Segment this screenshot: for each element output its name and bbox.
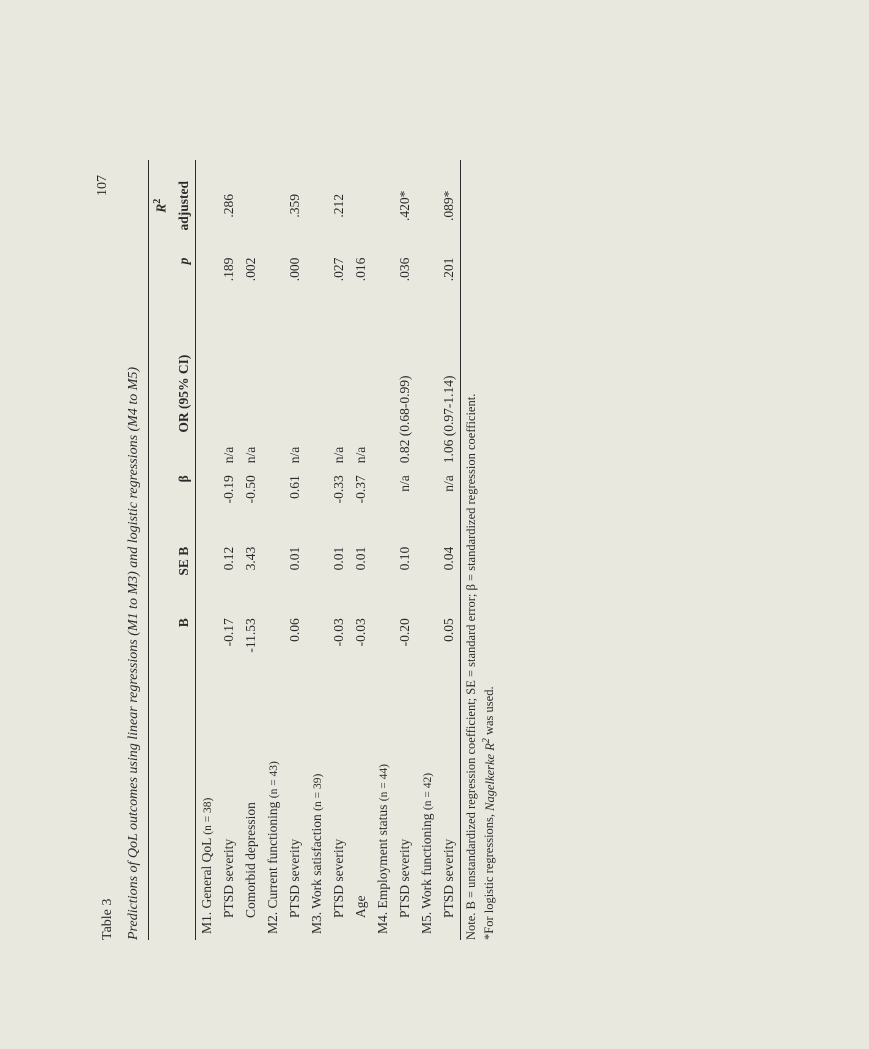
table-cell: .359 [284, 160, 306, 252]
table-cell: 0.12 [218, 541, 240, 613]
table-body: M1. General QoL (n = 38)PTSD severity-0.… [195, 160, 460, 940]
col-p [149, 252, 173, 319]
section-header: M4. Employment status (n = 44) [372, 160, 394, 940]
table-cell: -0.03 [350, 612, 372, 684]
table-row: Comorbid depression-11.533.43-0.50n/a.00… [240, 160, 262, 940]
table-cell: .286 [218, 160, 240, 252]
table-cell: Comorbid depression [240, 684, 262, 940]
table-cell: .000 [284, 252, 306, 319]
table-cell: 0.04 [438, 541, 461, 613]
table-cell: .420* [394, 160, 416, 252]
hdr-p: p [173, 252, 196, 319]
table-cell: 0.01 [350, 541, 372, 613]
footnote-line1-post: = standardized regression coefficient. [464, 394, 478, 584]
regression-table: R2 B SE B β OR (95% CI) p adjusted M1. G… [148, 160, 461, 940]
section-header: M2. Current functioning (n = 43) [262, 160, 284, 940]
table-cell [350, 160, 372, 252]
table-cell: n/a [394, 469, 416, 540]
table-cell: 0.61 [284, 469, 306, 540]
section-header: M1. General QoL (n = 38) [195, 160, 218, 940]
footnote-line1-pre: Note. B = unstandardized regression coef… [464, 590, 478, 940]
col-or [149, 318, 173, 469]
table-cell: -0.17 [218, 612, 240, 684]
table-footnote: Note. B = unstandardized regression coef… [463, 160, 499, 940]
section-header: M5. Work functioning (n = 42) [416, 160, 438, 940]
table-cell: .189 [218, 252, 240, 319]
table-cell [240, 160, 262, 252]
table-cell: 0.05 [438, 612, 461, 684]
table-cell: .036 [394, 252, 416, 319]
table-row: PTSD severity-0.030.01-0.33n/a.027.212 [328, 160, 350, 940]
table-row: PTSD severity0.060.010.61n/a.000.359 [284, 160, 306, 940]
footnote-line2-post: was used. [483, 686, 497, 738]
table-cell: -0.03 [328, 612, 350, 684]
table-cell: PTSD severity [328, 684, 350, 940]
table-cell: n/a [328, 318, 350, 469]
table-cell: n/a [218, 318, 240, 469]
table-title: Predictions of QoL outcomes using linear… [126, 90, 142, 940]
table-cell: 0.01 [284, 541, 306, 613]
section-header: M3. Work satisfaction (n = 39) [306, 160, 328, 940]
col-seb [149, 541, 173, 613]
col-r2-top: R2 [149, 160, 173, 252]
table-cell: -0.50 [240, 469, 262, 540]
table-cell: .212 [328, 160, 350, 252]
footnote-line2-pre: *For logistic regressions, [483, 811, 497, 940]
table-cell: n/a [438, 469, 461, 540]
table-cell: 0.10 [394, 541, 416, 613]
table-cell: PTSD severity [394, 684, 416, 940]
hdr-or: OR (95% CI) [173, 318, 196, 469]
table-cell: -0.19 [218, 469, 240, 540]
page-number: 107 [95, 175, 111, 196]
hdr-b: B [173, 612, 196, 684]
table-row: PTSD severity-0.200.10n/a0.82 (0.68-0.99… [394, 160, 416, 940]
page-content: 107 Table 3 Predictions of QoL outcomes … [100, 90, 869, 940]
table-cell: -0.37 [350, 469, 372, 540]
table-cell: 0.82 (0.68-0.99) [394, 318, 416, 469]
table-cell: PTSD severity [218, 684, 240, 940]
table-cell: Age [350, 684, 372, 940]
table-row: PTSD severity0.050.04n/a1.06 (0.97-1.14)… [438, 160, 461, 940]
col-label [149, 684, 173, 940]
table-cell: -11.53 [240, 612, 262, 684]
table-cell: .016 [350, 252, 372, 319]
hdr-r2-bottom: adjusted [173, 160, 196, 252]
footnote-beta-symbol: β [464, 584, 478, 590]
table-row: PTSD severity-0.170.12-0.19n/a.189.286 [218, 160, 240, 940]
table-cell: .027 [328, 252, 350, 319]
table-cell: -0.20 [394, 612, 416, 684]
table-cell: 3.43 [240, 541, 262, 613]
table-cell: n/a [284, 318, 306, 469]
hdr-beta: β [173, 469, 196, 540]
table-cell: PTSD severity [284, 684, 306, 940]
table-cell: 0.06 [284, 612, 306, 684]
table-cell: -0.33 [328, 469, 350, 540]
table-cell: .002 [240, 252, 262, 319]
col-b [149, 612, 173, 684]
col-beta [149, 469, 173, 540]
table-row: Age-0.030.01-0.37n/a.016 [350, 160, 372, 940]
table-cell: 1.06 (0.97-1.14) [438, 318, 461, 469]
table-cell: .201 [438, 252, 461, 319]
footnote-nagelkerke: Nagelkerke R2 [483, 738, 497, 811]
table-cell: .089* [438, 160, 461, 252]
hdr-seb: SE B [173, 541, 196, 613]
table-cell: 0.01 [328, 541, 350, 613]
table-cell: n/a [240, 318, 262, 469]
table-label: Table 3 [100, 90, 116, 940]
table-cell: n/a [350, 318, 372, 469]
table-cell: PTSD severity [438, 684, 461, 940]
page-canvas: 107 Table 3 Predictions of QoL outcomes … [0, 0, 869, 1049]
